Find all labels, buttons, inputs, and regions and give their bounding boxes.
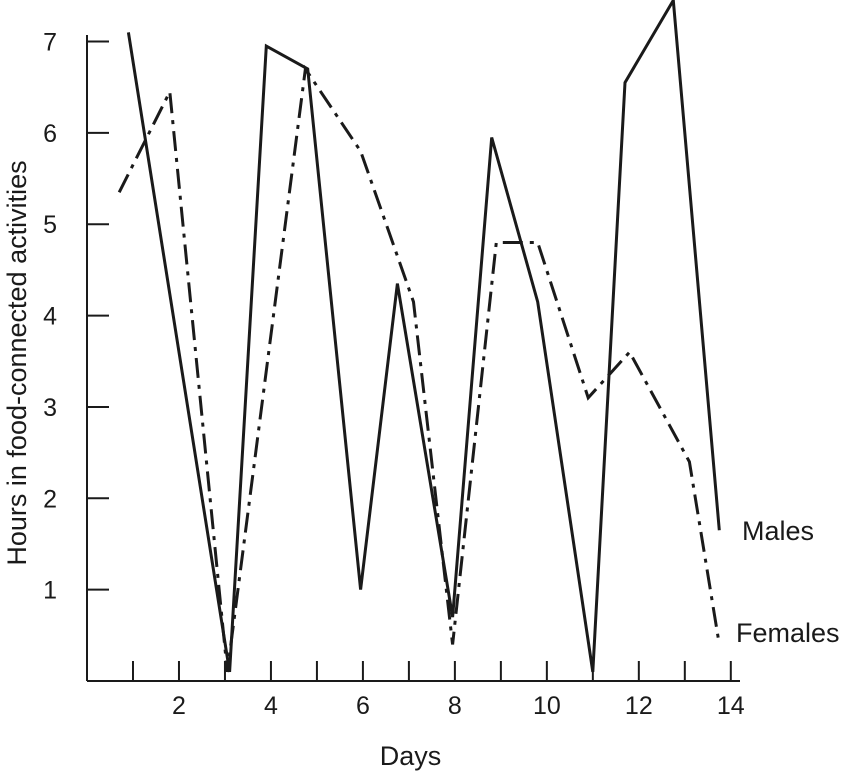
data-point-females bbox=[411, 299, 416, 304]
x-tick-label: 4 bbox=[264, 692, 278, 720]
y-tick-label: 6 bbox=[43, 120, 57, 148]
y-ticks: 1 2 3 4 5 6 7 bbox=[43, 29, 109, 605]
data-point-males bbox=[395, 281, 400, 286]
data-point-males bbox=[623, 80, 628, 85]
data-point-females bbox=[586, 395, 591, 400]
x-ticks: 2 4 6 8 10 12 14 bbox=[131, 661, 745, 720]
y-tick-label: 3 bbox=[43, 394, 57, 422]
x-tick-label: 8 bbox=[448, 692, 462, 720]
y-tick-label: 7 bbox=[43, 29, 57, 57]
series-label-females: Females bbox=[736, 618, 840, 648]
data-point-males bbox=[358, 587, 363, 592]
data-point-males bbox=[126, 30, 131, 35]
data-point-females bbox=[627, 350, 632, 355]
data-point-females bbox=[358, 149, 363, 154]
data-point-males bbox=[717, 528, 722, 533]
data-point-males bbox=[264, 44, 269, 49]
data-point-females bbox=[535, 240, 540, 245]
x-tick-label: 14 bbox=[717, 692, 745, 720]
y-axis-title: Hours in food-connected activities bbox=[2, 160, 32, 565]
y-tick-label: 4 bbox=[43, 303, 57, 331]
y-tick-label: 2 bbox=[43, 485, 57, 513]
series-line-males bbox=[126, 0, 721, 673]
x-tick-label: 10 bbox=[533, 692, 561, 720]
axes bbox=[86, 35, 740, 682]
data-point-females bbox=[167, 89, 172, 94]
data-point-males bbox=[535, 299, 540, 304]
y-tick-label: 5 bbox=[43, 211, 57, 239]
data-point-females bbox=[225, 669, 230, 674]
series-line-females bbox=[117, 64, 721, 673]
x-axis-title: Days bbox=[380, 741, 442, 771]
y-tick-label: 1 bbox=[43, 577, 57, 605]
series-label-males: Males bbox=[742, 516, 814, 546]
data-point-females bbox=[687, 459, 692, 464]
data-point-females bbox=[450, 642, 455, 647]
x-tick-label: 12 bbox=[625, 692, 653, 720]
series-layer bbox=[117, 0, 722, 674]
data-point-females bbox=[494, 240, 499, 245]
x-tick-label: 2 bbox=[172, 692, 186, 720]
data-point-females bbox=[303, 66, 308, 71]
x-tick-label: 6 bbox=[356, 692, 370, 720]
data-point-males bbox=[590, 669, 595, 674]
data-point-males bbox=[489, 135, 494, 140]
data-point-females bbox=[717, 642, 722, 647]
data-point-females bbox=[117, 190, 122, 195]
